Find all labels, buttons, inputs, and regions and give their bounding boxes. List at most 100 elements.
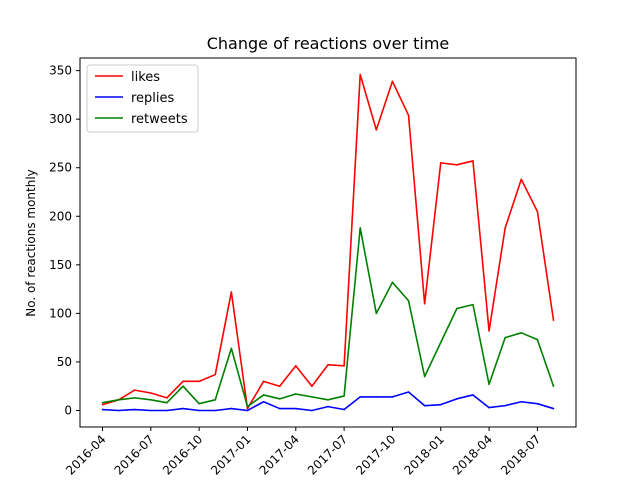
data-point xyxy=(520,400,523,403)
data-point xyxy=(117,409,120,412)
legend-label-replies: replies xyxy=(131,91,175,106)
data-point xyxy=(472,394,474,396)
data-point xyxy=(439,341,442,344)
data-point xyxy=(182,385,184,388)
x-tick-label: 2018-04 xyxy=(450,432,495,477)
data-point xyxy=(456,307,458,310)
x-tick-label: 2016-07 xyxy=(112,432,157,477)
data-point xyxy=(391,396,394,398)
data-point xyxy=(391,281,394,284)
data-point xyxy=(472,160,474,162)
x-axis-ticks: 2016-04 2016-07 2016-10 2017-01 2017-04 2017-… xyxy=(63,427,544,478)
data-point xyxy=(407,391,410,393)
legend-label-retweets: retweets xyxy=(131,112,188,127)
x-tick-label: 2017-10 xyxy=(353,432,398,477)
data-point xyxy=(504,336,506,339)
data-point xyxy=(101,408,104,411)
data-point xyxy=(359,396,362,398)
data-point xyxy=(439,162,442,164)
plot-lines xyxy=(101,73,555,412)
y-tick-label: 250 xyxy=(49,161,72,175)
series-likes xyxy=(101,73,555,410)
data-point xyxy=(456,164,458,166)
x-tick-label: 2017-01 xyxy=(208,432,253,477)
data-point xyxy=(150,399,152,401)
data-point xyxy=(150,392,152,394)
data-point xyxy=(246,405,249,408)
data-point xyxy=(343,395,345,397)
data-point xyxy=(182,407,184,410)
data-point xyxy=(262,394,265,396)
series-line-retweets xyxy=(102,227,555,408)
data-point xyxy=(359,73,362,76)
data-point xyxy=(117,399,120,401)
data-point xyxy=(166,409,168,412)
y-axis-ticks: 0 50 100 150 200 250 300 350 xyxy=(49,64,80,417)
data-point xyxy=(423,302,426,305)
data-point xyxy=(552,407,555,410)
data-point xyxy=(536,338,539,341)
data-point xyxy=(456,398,458,400)
data-point xyxy=(375,129,378,131)
data-point xyxy=(423,375,426,378)
data-point xyxy=(536,210,539,213)
data-point xyxy=(294,407,297,410)
x-tick-label: 2018-07 xyxy=(498,432,543,477)
plot-frame xyxy=(79,57,577,428)
data-point xyxy=(472,303,474,306)
data-point xyxy=(182,380,184,383)
data-point xyxy=(278,385,281,388)
legend-label-likes: likes xyxy=(131,70,160,85)
data-point xyxy=(101,401,104,404)
data-point xyxy=(230,347,233,350)
data-point xyxy=(439,403,442,406)
data-point xyxy=(262,380,265,383)
data-point xyxy=(166,397,168,399)
data-point xyxy=(214,373,217,376)
data-point xyxy=(246,407,249,410)
data-point xyxy=(133,408,136,411)
data-point xyxy=(246,409,249,412)
data-point xyxy=(375,396,378,398)
y-tick-label: 50 xyxy=(57,355,72,369)
data-point xyxy=(278,398,281,400)
data-point xyxy=(343,408,345,411)
data-point xyxy=(101,403,104,406)
data-point xyxy=(262,400,265,403)
data-point xyxy=(391,80,394,83)
data-point xyxy=(552,319,555,321)
y-tick-label: 200 xyxy=(49,209,72,223)
data-point xyxy=(359,227,362,229)
data-point xyxy=(230,291,233,293)
data-point xyxy=(343,365,345,367)
data-point xyxy=(407,114,410,117)
y-tick-label: 0 xyxy=(64,403,72,417)
x-tick-label: 2017-04 xyxy=(257,432,302,477)
y-tick-label: 150 xyxy=(49,258,72,272)
data-point xyxy=(311,396,313,398)
data-point xyxy=(133,389,136,391)
data-point xyxy=(230,407,233,410)
data-point xyxy=(488,383,490,386)
data-point xyxy=(198,380,200,383)
x-tick-label: 2016-04 xyxy=(63,432,108,477)
data-point xyxy=(423,404,426,407)
data-point xyxy=(520,178,523,181)
x-tick-label: 2018-01 xyxy=(402,432,447,477)
data-point xyxy=(327,399,329,401)
data-point xyxy=(327,405,329,408)
chart-title: Change of reactions over time xyxy=(207,34,450,53)
data-point xyxy=(375,312,378,315)
y-tick-label: 100 xyxy=(49,306,72,320)
data-point xyxy=(294,393,297,395)
data-point xyxy=(278,407,281,410)
x-tick-label: 2017-07 xyxy=(305,432,350,477)
data-point xyxy=(327,364,329,366)
series-replies xyxy=(101,391,555,412)
data-point xyxy=(294,365,297,367)
data-point xyxy=(407,299,410,302)
y-tick-label: 350 xyxy=(49,64,72,78)
data-point xyxy=(150,409,152,412)
legend-box xyxy=(86,64,199,133)
